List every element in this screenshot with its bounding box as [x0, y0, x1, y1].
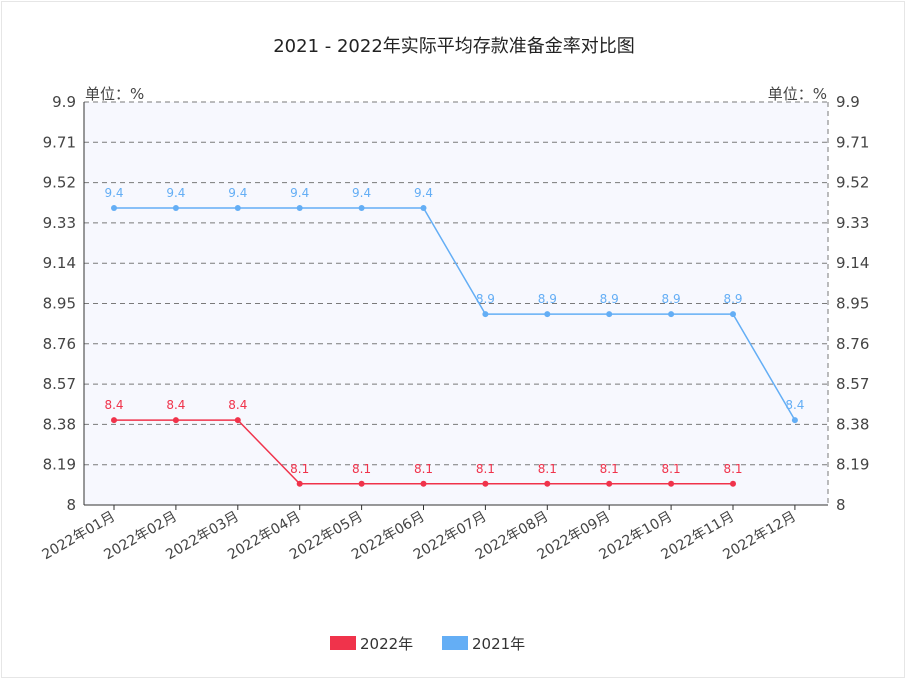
- y-tick-label-left: 9.9: [52, 93, 76, 111]
- y-tick-label-left: 9.14: [43, 254, 76, 272]
- y-tick-label-left: 9.52: [43, 174, 76, 192]
- data-label: 8.1: [662, 462, 681, 476]
- data-point: [730, 480, 736, 487]
- data-label: 8.9: [538, 292, 557, 306]
- data-point: [111, 205, 117, 212]
- data-label: 8.9: [600, 292, 619, 306]
- data-point: [606, 311, 613, 318]
- data-label: 8.9: [662, 292, 681, 306]
- legend-label: 2022年: [360, 635, 413, 653]
- data-point: [544, 480, 551, 487]
- legend-label: 2021年: [472, 635, 525, 653]
- data-point: [111, 417, 117, 424]
- data-point: [420, 480, 427, 487]
- legend: 2022年 2021年: [330, 635, 525, 653]
- y-tick-label-left: 9.33: [43, 214, 76, 232]
- y-tick-label-right: 8.57: [836, 375, 869, 393]
- data-label: 9.4: [352, 186, 371, 200]
- y-tick-label-right: 9.52: [836, 174, 869, 192]
- data-label: 9.4: [290, 186, 309, 200]
- data-point: [482, 311, 489, 318]
- data-label: 9.4: [104, 186, 123, 200]
- data-point: [668, 311, 675, 318]
- data-label: 8.4: [785, 398, 804, 412]
- data-point: [234, 417, 241, 424]
- data-label: 8.4: [104, 398, 123, 412]
- data-point: [358, 205, 365, 212]
- y-tick-label-left: 8.38: [43, 415, 76, 433]
- data-point: [482, 480, 489, 487]
- data-label: 8.1: [290, 462, 309, 476]
- y-tick-label-right: 9.33: [836, 214, 869, 232]
- y-tick-label-right: 8.38: [836, 415, 869, 433]
- data-point: [544, 311, 551, 318]
- y-tick-label-left: 8.57: [43, 375, 76, 393]
- y-tick-label-right: 9.9: [836, 93, 860, 111]
- data-label: 8.1: [723, 462, 742, 476]
- data-label: 9.4: [228, 186, 247, 200]
- y-tick-label-left: 8.19: [43, 456, 76, 474]
- legend-swatch: [330, 636, 356, 650]
- y-tick-label-right: 9.14: [836, 254, 869, 272]
- y-tick-label-right: 8.95: [836, 295, 869, 313]
- chart-title: 2021 - 2022年实际平均存款准备金率对比图: [273, 36, 635, 57]
- data-label: 8.1: [476, 462, 495, 476]
- data-label: 9.4: [414, 186, 433, 200]
- data-label: 9.4: [166, 186, 185, 200]
- data-point: [606, 480, 613, 487]
- y-tick-label-right: 8: [836, 496, 846, 514]
- data-label: 8.9: [476, 292, 495, 306]
- data-label: 8.9: [723, 292, 742, 306]
- data-point: [730, 311, 736, 318]
- data-point: [234, 205, 241, 212]
- data-point: [358, 480, 365, 487]
- data-point: [172, 417, 179, 424]
- data-label: 8.4: [166, 398, 185, 412]
- y-tick-label-left: 8: [66, 496, 76, 514]
- y-tick-label-left: 8.95: [43, 295, 76, 313]
- data-point: [791, 417, 798, 424]
- y-unit-left: 单位：%: [85, 85, 144, 103]
- data-point: [296, 205, 303, 212]
- data-label: 8.4: [228, 398, 247, 412]
- plot-area: 8 8 8.19 8.19 8.38 8.38 8.57 8.57 8.76 8.76 8.95 8.…: [39, 85, 869, 563]
- data-point: [668, 480, 675, 487]
- y-tick-label-right: 8.19: [836, 456, 869, 474]
- y-tick-label-left: 8.76: [43, 335, 76, 353]
- data-label: 8.1: [600, 462, 619, 476]
- data-label: 8.1: [414, 462, 433, 476]
- data-point: [420, 205, 427, 212]
- legend-swatch: [442, 636, 468, 650]
- series-line-1: [114, 207, 796, 421]
- data-point: [296, 480, 303, 487]
- y-tick-label-right: 9.71: [836, 133, 869, 151]
- data-point: [172, 205, 179, 212]
- data-label: 8.1: [538, 462, 557, 476]
- y-tick-label-right: 8.76: [836, 335, 869, 353]
- y-tick-label-left: 9.71: [43, 133, 76, 151]
- data-label: 8.1: [352, 462, 371, 476]
- y-unit-right: 单位：%: [768, 85, 827, 103]
